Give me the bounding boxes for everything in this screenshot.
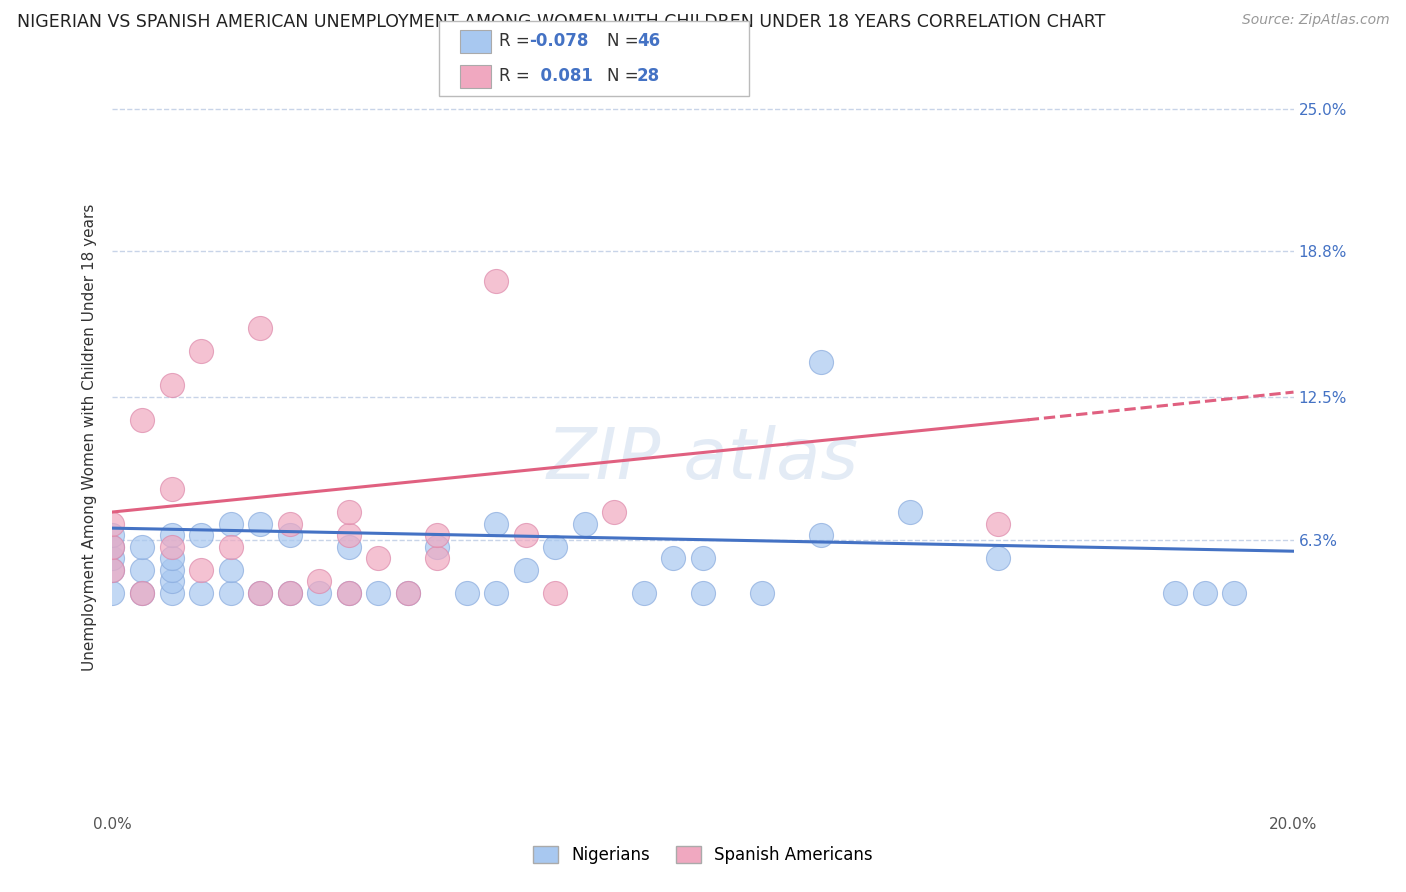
Point <box>987 516 1010 531</box>
Point <box>308 585 330 599</box>
Point <box>101 528 124 542</box>
Point <box>426 551 449 566</box>
Point <box>337 505 360 519</box>
Point <box>278 585 301 599</box>
Point <box>219 540 242 554</box>
Point <box>367 585 389 599</box>
Point <box>160 574 183 589</box>
Point <box>574 516 596 531</box>
Point <box>278 585 301 599</box>
Point <box>278 516 301 531</box>
Text: R =: R = <box>499 32 536 51</box>
Point <box>249 320 271 334</box>
Text: NIGERIAN VS SPANISH AMERICAN UNEMPLOYMENT AMONG WOMEN WITH CHILDREN UNDER 18 YEA: NIGERIAN VS SPANISH AMERICAN UNEMPLOYMEN… <box>17 13 1105 31</box>
Legend: Nigerians, Spanish Americans: Nigerians, Spanish Americans <box>527 839 879 871</box>
Point <box>101 585 124 599</box>
Point <box>1194 585 1216 599</box>
Point <box>101 563 124 577</box>
Point <box>101 563 124 577</box>
Point <box>101 516 124 531</box>
Point <box>692 585 714 599</box>
Point <box>131 540 153 554</box>
Point <box>751 585 773 599</box>
Point <box>337 585 360 599</box>
Point <box>544 540 567 554</box>
Text: 0.081: 0.081 <box>529 67 592 86</box>
Y-axis label: Unemployment Among Women with Children Under 18 years: Unemployment Among Women with Children U… <box>82 203 97 671</box>
Text: 28: 28 <box>637 67 659 86</box>
Point <box>485 516 508 531</box>
Point <box>160 585 183 599</box>
Point <box>485 275 508 289</box>
Point <box>160 551 183 566</box>
Point <box>396 585 419 599</box>
Point <box>219 516 242 531</box>
Point <box>131 563 153 577</box>
Point <box>810 355 832 369</box>
Text: -0.078: -0.078 <box>529 32 588 51</box>
Point <box>485 585 508 599</box>
Text: ZIP atlas: ZIP atlas <box>547 425 859 494</box>
Point <box>131 585 153 599</box>
Point <box>190 528 212 542</box>
Point <box>1223 585 1246 599</box>
Point <box>898 505 921 519</box>
Point <box>160 540 183 554</box>
Point <box>337 528 360 542</box>
Point <box>249 516 271 531</box>
Point <box>987 551 1010 566</box>
Text: N =: N = <box>607 67 644 86</box>
Point <box>544 585 567 599</box>
Point <box>160 528 183 542</box>
Point <box>101 540 124 554</box>
Text: N =: N = <box>607 32 644 51</box>
Point <box>249 585 271 599</box>
Point <box>219 585 242 599</box>
Point <box>131 413 153 427</box>
Point <box>101 551 124 566</box>
Point <box>810 528 832 542</box>
Point <box>190 343 212 358</box>
Point <box>278 528 301 542</box>
Point <box>160 482 183 496</box>
Point <box>603 505 626 519</box>
Text: R =: R = <box>499 67 536 86</box>
Point <box>662 551 685 566</box>
Point <box>190 563 212 577</box>
Point <box>249 585 271 599</box>
Point <box>1164 585 1187 599</box>
Point <box>456 585 478 599</box>
Point <box>426 540 449 554</box>
Point <box>131 585 153 599</box>
Point <box>396 585 419 599</box>
Point <box>515 528 537 542</box>
Point <box>337 540 360 554</box>
Text: Source: ZipAtlas.com: Source: ZipAtlas.com <box>1241 13 1389 28</box>
Point <box>219 563 242 577</box>
Point <box>190 585 212 599</box>
Point <box>160 563 183 577</box>
Point <box>101 540 124 554</box>
Point <box>367 551 389 566</box>
Text: 46: 46 <box>637 32 659 51</box>
Point <box>337 585 360 599</box>
Point <box>160 378 183 392</box>
Point <box>515 563 537 577</box>
Point <box>633 585 655 599</box>
Point <box>692 551 714 566</box>
Point <box>308 574 330 589</box>
Point <box>426 528 449 542</box>
